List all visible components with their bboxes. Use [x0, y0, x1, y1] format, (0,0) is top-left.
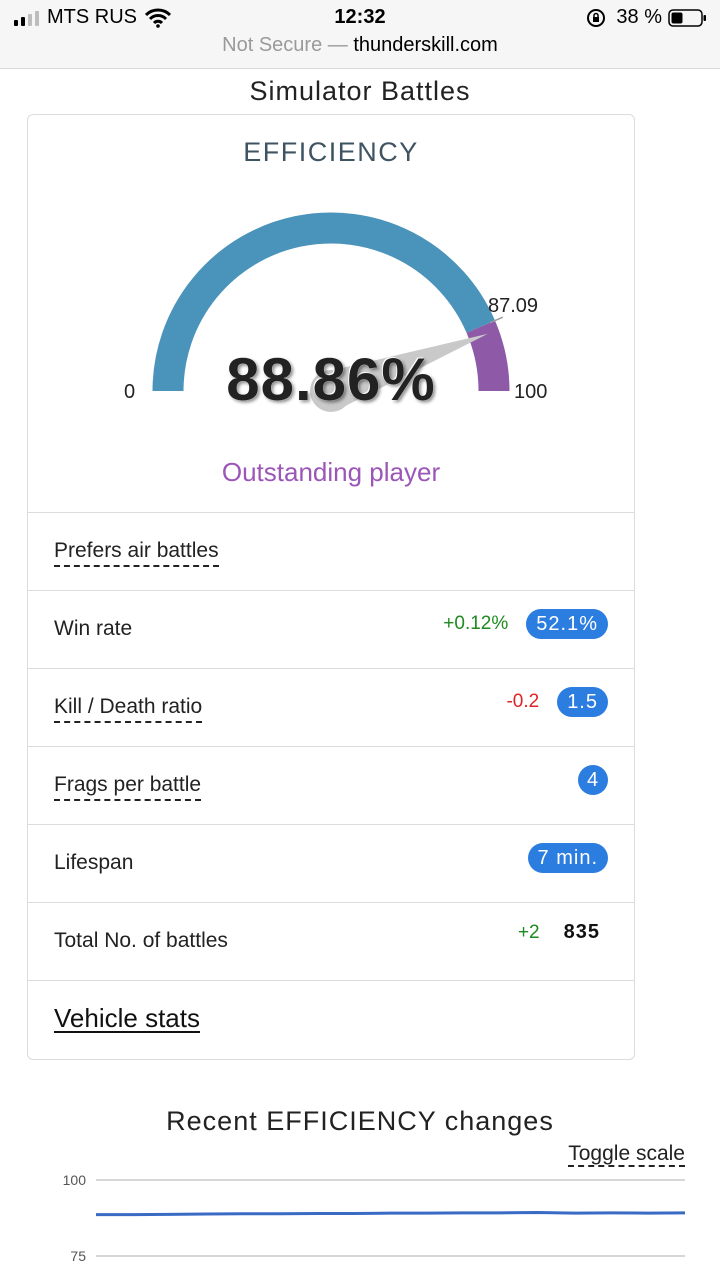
- gauge-needle-hub: [310, 370, 352, 412]
- page-title: Simulator Battles: [249, 76, 471, 106]
- vehicle-stats-link[interactable]: Vehicle stats: [54, 1003, 200, 1033]
- url-security-label: Not Secure —: [222, 34, 348, 56]
- stat-row-preference: Prefers air battles: [28, 512, 634, 591]
- battles-delta: +2: [517, 921, 540, 943]
- battles-value: 835: [563, 921, 600, 943]
- stat-row-lifespan: Lifespan 7 min.: [28, 824, 634, 903]
- gauge-arc-top: [466, 320, 510, 392]
- gauge-min-label: 0: [124, 381, 136, 403]
- stat-row-kd: Kill / Death ratio -0.2 1.5: [28, 668, 634, 747]
- battery-icon: [668, 8, 706, 27]
- frags-badge: 4: [578, 765, 608, 795]
- wifi-icon: [145, 8, 171, 28]
- gauge-max-label: 100: [514, 381, 548, 403]
- recent-title: Recent EFFICIENCY changes: [166, 1106, 554, 1136]
- orientation-lock-icon: [587, 8, 606, 27]
- win-rate-badge: 52.1%: [526, 609, 608, 639]
- stat-row-vehicle: Vehicle stats: [28, 980, 634, 1059]
- win-rate-label: Win rate: [54, 617, 133, 640]
- gauge-arc-main: [152, 212, 496, 392]
- preference-label[interactable]: Prefers air battles: [54, 539, 219, 567]
- efficiency-value: 88.86%: [226, 346, 436, 413]
- clock: 12:32: [334, 6, 386, 28]
- lifespan-label: Lifespan: [54, 851, 134, 874]
- efficiency-gauge: [152, 212, 510, 412]
- battles-label: Total No. of battles: [54, 929, 228, 952]
- frags-label[interactable]: Frags per battle: [54, 773, 202, 801]
- y-tick-100: 100: [63, 1172, 87, 1188]
- status-right: 38 %: [586, 6, 708, 29]
- stat-row-battles: Total No. of battles +2 835: [28, 902, 634, 981]
- y-tick-75: 75: [70, 1248, 86, 1264]
- address-bar[interactable]: Not Secure — thunderskill.com: [0, 34, 720, 57]
- gauge-needle: [324, 333, 488, 410]
- toggle-scale-link[interactable]: Toggle scale: [568, 1142, 685, 1167]
- carrier-name: MTS RUS: [47, 6, 137, 28]
- stat-row-win-rate: Win rate +0.12% 52.1%: [28, 590, 634, 669]
- efficiency-rating: Outstanding player: [221, 457, 441, 487]
- status-bar: MTS RUS 12:32 38 % Not Secure — thunders…: [0, 0, 720, 69]
- win-rate-delta: +0.12%: [443, 613, 509, 634]
- lifespan-badge: 7 min.: [527, 843, 608, 873]
- kd-badge: 1.5: [557, 687, 608, 717]
- kd-label[interactable]: Kill / Death ratio: [54, 695, 203, 723]
- gauge-marker-tick: [489, 316, 504, 324]
- efficiency-title: EFFICIENCY: [243, 137, 419, 167]
- carrier-group: MTS RUS: [14, 6, 171, 29]
- signal-icon: [14, 10, 39, 26]
- efficiency-history-chart: 100 75: [63, 1172, 686, 1264]
- url-domain: thunderskill.com: [353, 34, 498, 56]
- efficiency-card: EFFICIENCY 0 100 87.09 88.86% Outstandin…: [27, 114, 635, 1060]
- efficiency-line: [96, 1211, 686, 1217]
- kd-delta: -0.2: [506, 691, 540, 712]
- gauge-marker-label: 87.09: [488, 295, 539, 317]
- battery-percent: 38 %: [616, 6, 662, 28]
- stat-row-frags: Frags per battle 4: [28, 746, 634, 825]
